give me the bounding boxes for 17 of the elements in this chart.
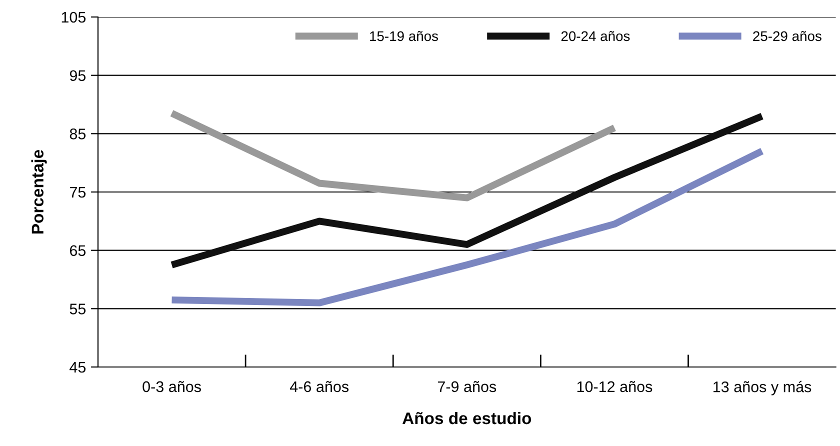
y-tick-label: 45 [70, 362, 86, 373]
y-axis-title: Porcentaje [31, 150, 47, 234]
y-tick-label: 65 [70, 245, 86, 256]
x-tick-label: 13 años y más [714, 380, 812, 396]
legend-label: 20-24 años [561, 30, 630, 42]
x-tick-label: 4-6 años [290, 381, 349, 392]
y-tick-label: 75 [70, 187, 86, 198]
legend-label: 25-29 años [753, 30, 822, 42]
y-tick-label: 85 [70, 128, 86, 140]
x-tick-label: 10-12 años [577, 381, 652, 392]
y-tick-label: 105 [62, 12, 86, 23]
x-tick-label: 0-3 años [142, 381, 201, 392]
x-axis-title: Años de estudio [402, 412, 532, 424]
legend-label: 15-19 años [370, 30, 438, 42]
y-tick-label: 55 [70, 304, 86, 314]
x-tick-label: 7-9 años [438, 381, 496, 392]
y-tick-label: 95 [70, 70, 86, 82]
